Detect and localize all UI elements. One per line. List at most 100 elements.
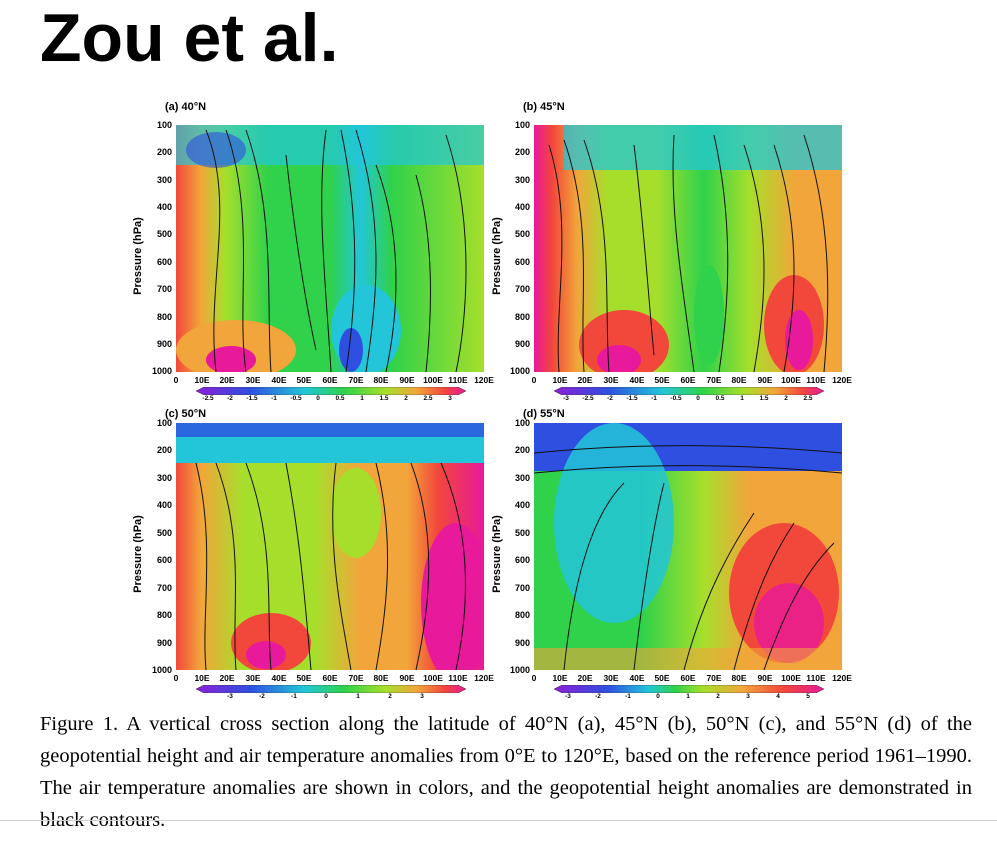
cbtick: -2 — [259, 693, 265, 700]
panel-c-colorbar — [196, 685, 466, 693]
xtick: 70E — [348, 673, 364, 683]
ytick: 100 — [156, 418, 172, 428]
xtick: 60E — [322, 375, 338, 385]
ytick: 100 — [156, 120, 172, 130]
ytick: 500 — [156, 229, 172, 239]
xtick: 30E — [603, 673, 619, 683]
cbtick: 4 — [776, 693, 780, 700]
cbtick: -1 — [625, 693, 631, 700]
xtick: 70E — [706, 673, 722, 683]
cbtick: -3 — [563, 395, 569, 402]
ytick: 800 — [156, 312, 172, 322]
ytick: 200 — [156, 445, 172, 455]
xtick: 10E — [194, 673, 210, 683]
ytick: 900 — [156, 638, 172, 648]
cbtick: 2 — [388, 693, 392, 700]
cbtick: 3 — [746, 693, 750, 700]
ytick: 1000 — [509, 665, 530, 675]
slide-title: Zou et al. — [40, 0, 339, 76]
xtick: 110E — [448, 375, 468, 385]
cbtick: 0 — [316, 395, 320, 402]
ytick: 600 — [514, 257, 530, 267]
xtick: 0 — [531, 375, 537, 385]
cbtick: 1 — [360, 395, 364, 402]
ytick: 900 — [514, 339, 530, 349]
xtick: 50E — [296, 375, 312, 385]
ytick: 1000 — [151, 366, 172, 376]
xtick: 90E — [757, 673, 773, 683]
xtick: 120E — [474, 375, 494, 385]
ytick: 1000 — [509, 366, 530, 376]
ytick: 600 — [156, 555, 172, 565]
cbtick: 1.5 — [759, 395, 769, 402]
xtick: 80E — [731, 375, 747, 385]
ytick: 900 — [514, 638, 530, 648]
ytick: 500 — [156, 528, 172, 538]
panel-b-colorbar — [554, 387, 824, 395]
cbtick: -2.5 — [582, 395, 594, 402]
xtick: 0 — [173, 673, 179, 683]
ytick: 300 — [156, 175, 172, 185]
cbtick: 3 — [448, 395, 452, 402]
xtick: 60E — [680, 375, 696, 385]
cbtick: 1 — [740, 395, 744, 402]
ytick: 400 — [156, 202, 172, 212]
cbtick: 5 — [806, 693, 810, 700]
ytick: 500 — [514, 528, 530, 538]
xtick: 30E — [245, 673, 261, 683]
panel-b-label: (b) 45°N — [523, 101, 565, 113]
cbtick: 1.5 — [379, 395, 389, 402]
cbtick: 2 — [404, 395, 408, 402]
cbtick: -2 — [227, 395, 233, 402]
cbtick: -1 — [271, 395, 277, 402]
ytick: 600 — [514, 555, 530, 565]
panel-a-plot — [176, 125, 484, 372]
xtick: 20E — [219, 375, 235, 385]
ytick: 300 — [514, 473, 530, 483]
figure-caption: Figure 1. A vertical cross section along… — [40, 713, 972, 831]
ytick: 700 — [514, 583, 530, 593]
cbtick: -1.5 — [246, 395, 258, 402]
xtick: 20E — [219, 673, 235, 683]
cbtick: -0.5 — [670, 395, 682, 402]
panel-c-label: (c) 50°N — [165, 408, 207, 420]
ytick: 200 — [514, 147, 530, 157]
ytick: 300 — [514, 175, 530, 185]
xtick: 120E — [832, 673, 852, 683]
xtick: 60E — [322, 673, 338, 683]
xtick: 30E — [603, 375, 619, 385]
ytick: 700 — [156, 583, 172, 593]
cbtick: 2 — [784, 395, 788, 402]
ytick: 800 — [514, 610, 530, 620]
xtick: 40E — [271, 673, 287, 683]
panel-d-colorbar — [554, 685, 824, 693]
panel-c-plot — [176, 423, 484, 670]
xtick: 90E — [757, 375, 773, 385]
xtick: 70E — [706, 375, 722, 385]
xtick: 80E — [731, 673, 747, 683]
panel-a-colorbar — [196, 387, 466, 395]
cbtick: -0.5 — [290, 395, 302, 402]
xtick: 90E — [399, 375, 415, 385]
xtick: 100E — [423, 375, 443, 385]
panel-d-label: (d) 55°N — [523, 408, 565, 420]
xtick: 120E — [832, 375, 852, 385]
xtick: 120E — [474, 673, 494, 683]
xtick: 80E — [373, 673, 389, 683]
xtick: 100E — [781, 375, 801, 385]
panel-d-plot — [534, 423, 842, 670]
xtick: 40E — [271, 375, 287, 385]
xtick: 50E — [654, 375, 670, 385]
cbtick: 0 — [324, 693, 328, 700]
ytick: 200 — [156, 147, 172, 157]
cbtick: 2.5 — [803, 395, 813, 402]
cbtick: -2.5 — [202, 395, 214, 402]
ytick: 700 — [514, 284, 530, 294]
ytick: 800 — [156, 610, 172, 620]
xtick: 0 — [531, 673, 537, 683]
xtick: 90E — [399, 673, 415, 683]
cbtick: 0.5 — [335, 395, 345, 402]
xtick: 40E — [629, 673, 645, 683]
cbtick: 1 — [356, 693, 360, 700]
cbtick: 0 — [656, 693, 660, 700]
